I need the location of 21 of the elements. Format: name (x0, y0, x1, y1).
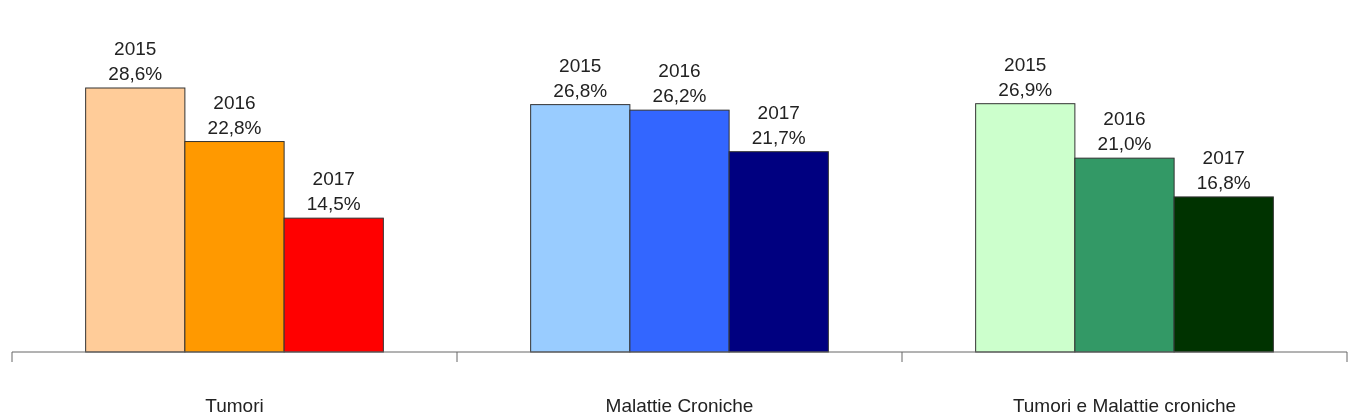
data-label: 26,2% (652, 85, 707, 107)
data-label: 21,0% (1097, 133, 1152, 155)
x-tick-label: Tumori (205, 395, 264, 412)
data-label: 21,7% (751, 126, 806, 148)
text: 2015 (559, 54, 602, 76)
data-label: 22,8% (207, 116, 262, 138)
series-label: 2015 (114, 38, 157, 59)
text: 2016 (658, 60, 701, 82)
x-tick-label: Tumori e Malattie croniche (1012, 395, 1237, 412)
data-label: 26,8% (553, 79, 608, 101)
text: 2017 (1202, 146, 1245, 168)
series-label: 2017 (312, 168, 355, 190)
data-label: 14,5% (306, 193, 361, 215)
text: 2016 (1103, 108, 1146, 130)
x-tick-label: Malattie Croniche (605, 395, 754, 412)
text: 2017 (757, 101, 800, 123)
data-label: 16,8% (1196, 171, 1251, 193)
data-label: 28,6% (108, 63, 163, 84)
data-label: 26,9% (998, 78, 1053, 100)
series-label: 2016 (213, 91, 256, 113)
text: 2015 (1004, 53, 1047, 75)
